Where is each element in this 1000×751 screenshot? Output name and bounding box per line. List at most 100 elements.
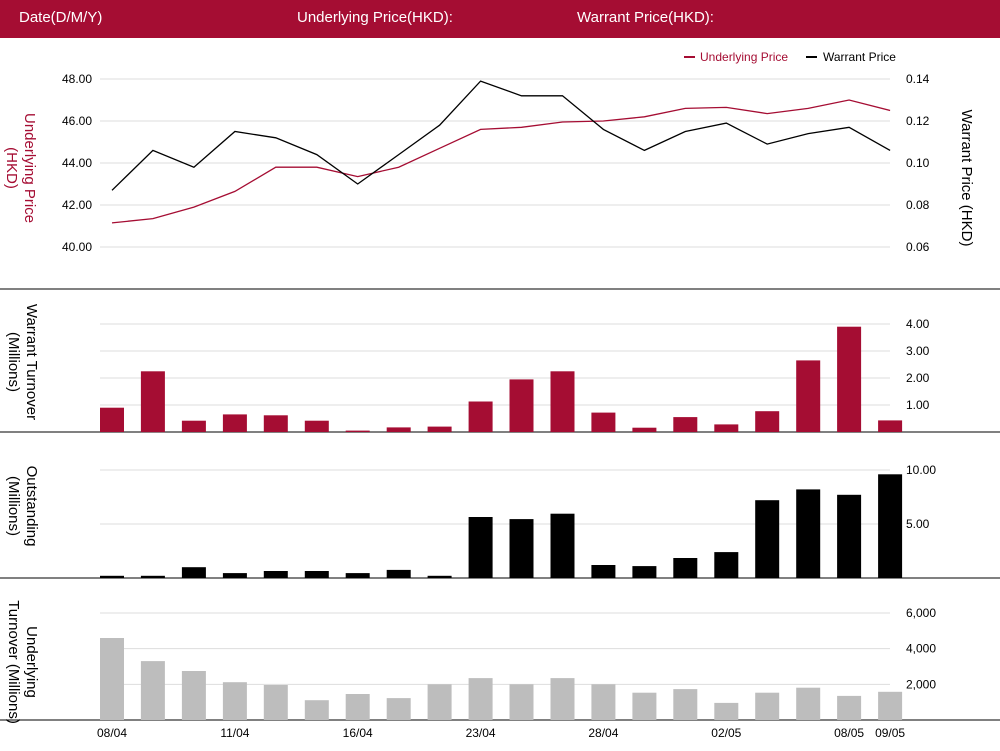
outstanding-bar (304, 571, 329, 578)
warrant-turnover-bar (468, 401, 493, 432)
underlying-turnover-bar (755, 692, 780, 720)
underlying-turnover-bar (386, 698, 411, 720)
underlying-price-axis-title: Underlying Price(HKD) (3, 113, 38, 223)
x-tick-label: 16/04 (343, 726, 373, 740)
underlying-turnover-bar (714, 702, 739, 720)
warrant-turnover-axis-title-line: Warrant Turnover (23, 304, 40, 420)
warrant-turnover-bar (222, 414, 247, 432)
right-tick-label: 0.12 (906, 114, 930, 128)
underlying-turnover-bar (796, 687, 821, 720)
outstanding-bar (796, 489, 821, 578)
x-tick-label: 09/05 (875, 726, 905, 740)
underlying-price-axis-title-line: (HKD) (3, 147, 20, 189)
underlying-price-axis-title-line: Underlying Price (21, 113, 38, 223)
right-tick-label: 0.06 (906, 240, 930, 254)
warrant-price-label: Warrant Price(HKD): (577, 9, 714, 26)
warrant-price-line (111, 80, 891, 191)
warrant-turnover-bar (878, 420, 903, 432)
underlying-turnover-bar (550, 678, 575, 720)
warrant-turnover-bar (345, 430, 370, 432)
gridlines (100, 78, 890, 685)
legend: Underlying Price Warrant Price (684, 50, 896, 64)
outstanding-bar (591, 565, 616, 578)
outstanding-bar (673, 558, 698, 578)
outstanding-bar (837, 494, 862, 578)
warrant-turnover-bar (755, 411, 780, 432)
left-tick-label: 46.00 (62, 114, 92, 128)
outstanding-tick-label: 10.00 (906, 463, 936, 477)
warrant-turnover-bar (509, 379, 534, 432)
x-tick-label: 28/04 (588, 726, 618, 740)
axis-labels: 40.00 42.00 44.00 46.00 48.00 0.06 0.08 0.10 0.1… (3, 72, 975, 740)
warrant-turnover-bar (837, 326, 862, 432)
x-tick-label: 08/05 (834, 726, 864, 740)
left-tick-label: 40.00 (62, 240, 92, 254)
underlying-turnover-tick-label: 2,000 (906, 677, 936, 691)
warrant-price-axis-title: Warrant Price (HKD) (958, 110, 975, 247)
underlying-turnover-bar (878, 691, 903, 720)
warrant-turnover-bar (386, 427, 411, 432)
x-tick-label: 11/04 (220, 726, 249, 740)
x-tick-label: 02/05 (711, 726, 741, 740)
outstanding-bar (100, 575, 124, 578)
underlying-turnover-bar (100, 638, 124, 720)
warrant-turnover-bar (550, 371, 575, 433)
price-lines (111, 80, 891, 224)
left-tick-label: 44.00 (62, 156, 92, 170)
underlying-turnover-bar (509, 684, 534, 720)
underlying-price-line (111, 99, 891, 224)
underlying-turnover-bar (181, 671, 206, 720)
underlying-turnover-bar (591, 684, 616, 720)
underlying-turnover-bar (263, 685, 288, 720)
x-tick-label: 08/04 (97, 726, 127, 740)
warrant-turnover-tick-label: 3.00 (906, 344, 930, 358)
underlying-turnover-bar (304, 700, 329, 720)
outstanding-axis-title-line: (Millions) (5, 476, 22, 536)
outstanding-bar (468, 517, 493, 578)
warrant-turnover-bar (714, 424, 739, 432)
outstanding-bar (755, 500, 780, 578)
underlying-turnover-bar (222, 682, 247, 720)
right-tick-label: 0.10 (906, 156, 930, 170)
left-tick-label: 42.00 (62, 198, 92, 212)
warrant-turnover-bar (100, 407, 124, 432)
warrant-turnover-bar (427, 426, 452, 432)
warrant-turnover-axis-title-line: (Millions) (5, 332, 22, 392)
underlying-turnover-bar (673, 689, 698, 720)
outstanding-bar (878, 474, 903, 578)
panel-dividers (0, 288, 1000, 721)
underlying-turnover-tick-label: 4,000 (906, 642, 936, 656)
outstanding-bar (222, 573, 247, 578)
underlying-turnover-bar (140, 661, 165, 720)
underlying-turnover-tick-label: 6,000 (906, 606, 936, 620)
outstanding-axis-title-line: Outstanding (23, 466, 40, 547)
underlying-turnover-bar (427, 684, 452, 720)
outstanding-bar (509, 519, 534, 578)
outstanding-bar (140, 575, 165, 578)
outstanding-bar (714, 552, 739, 578)
legend-underlying-label: Underlying Price (700, 50, 788, 64)
legend-warrant-label: Warrant Price (823, 50, 896, 64)
outstanding-bar (632, 566, 657, 578)
bar-panels (100, 326, 903, 720)
outstanding-bar (386, 569, 411, 578)
outstanding-bar (181, 567, 206, 578)
warrant-turnover-bar (181, 420, 206, 432)
underlying-turnover-bar (468, 678, 493, 720)
right-tick-label: 0.08 (906, 198, 930, 212)
warrant-turnover-tick-label: 2.00 (906, 371, 930, 385)
underlying-turnover-axis-title: UnderlyingTurnover (Millions) (5, 600, 40, 724)
outstanding-tick-label: 5.00 (906, 517, 930, 531)
underlying-turnover-bar (837, 695, 862, 720)
warrant-turnover-tick-label: 1.00 (906, 398, 930, 412)
outstanding-bar (345, 573, 370, 578)
outstanding-bar (550, 513, 575, 578)
warrant-turnover-axis-title: Warrant Turnover(Millions) (5, 304, 40, 420)
date-label: Date(D/M/Y) (19, 9, 103, 26)
warrant-turnover-bar (673, 417, 698, 432)
header-bar: Date(D/M/Y) Underlying Price(HKD): Warra… (0, 0, 1000, 38)
outstanding-bar (427, 575, 452, 578)
underlying-turnover-axis-title-line: Turnover (Millions) (5, 600, 22, 724)
warrant-turnover-bar (591, 412, 616, 432)
